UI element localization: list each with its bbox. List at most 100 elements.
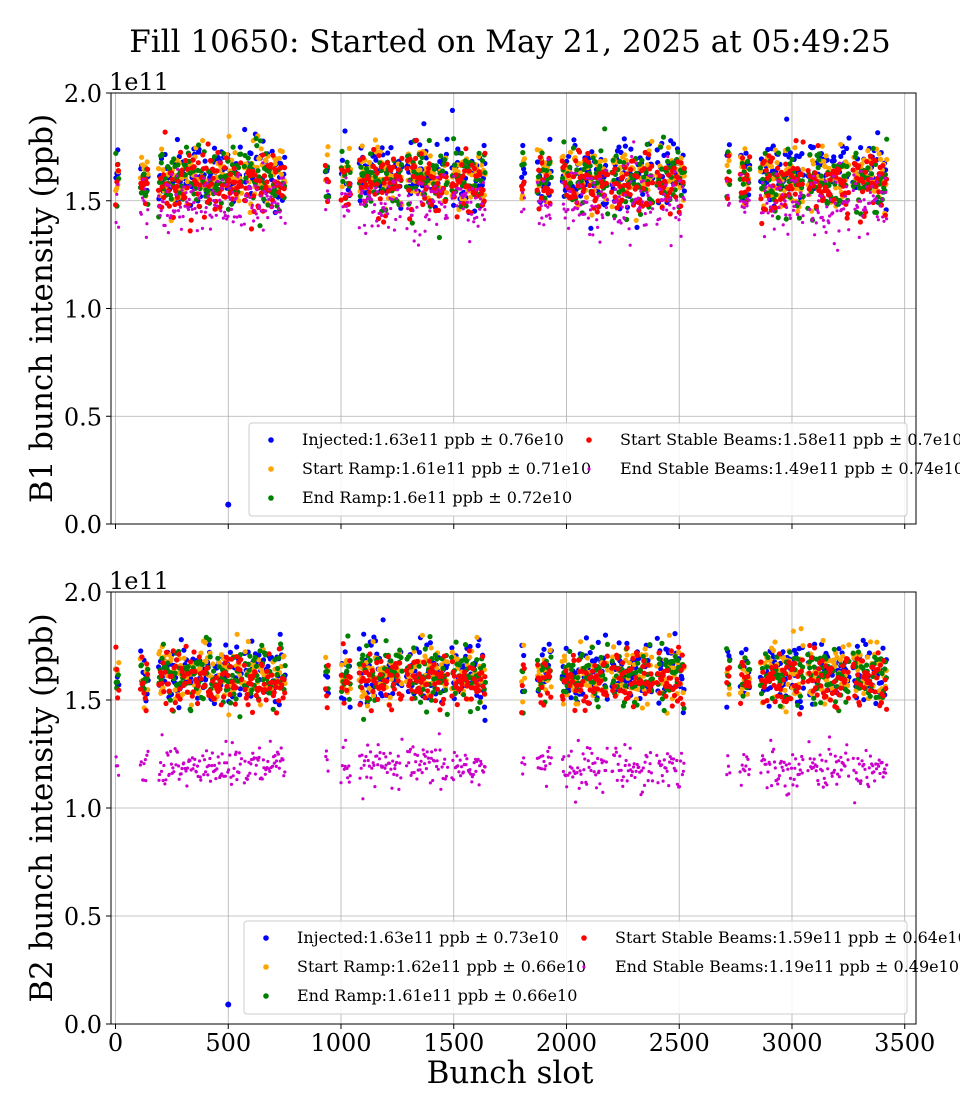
data-point bbox=[384, 170, 390, 177]
data-point bbox=[169, 176, 175, 182]
data-point bbox=[785, 681, 791, 687]
data-point bbox=[324, 693, 330, 699]
data-point bbox=[559, 158, 565, 164]
data-point bbox=[470, 212, 474, 216]
data-point bbox=[644, 162, 651, 168]
data-point bbox=[596, 194, 600, 198]
data-point bbox=[636, 196, 640, 200]
data-point bbox=[660, 134, 667, 140]
data-point bbox=[801, 220, 805, 225]
data-point bbox=[593, 656, 600, 662]
data-point bbox=[603, 193, 607, 197]
data-point bbox=[800, 166, 806, 172]
data-point bbox=[874, 197, 878, 201]
data-point bbox=[578, 184, 583, 188]
data-point bbox=[725, 179, 729, 183]
data-point bbox=[539, 150, 545, 156]
data-point bbox=[644, 223, 648, 227]
data-point bbox=[159, 146, 165, 152]
data-point bbox=[324, 208, 328, 212]
data-point bbox=[536, 206, 542, 212]
data-point bbox=[869, 177, 874, 181]
data-point bbox=[865, 177, 871, 183]
data-point bbox=[879, 190, 884, 194]
data-point bbox=[861, 697, 867, 703]
data-point bbox=[432, 200, 436, 204]
data-point bbox=[856, 163, 862, 169]
data-point bbox=[191, 188, 195, 192]
data-point bbox=[739, 173, 743, 177]
data-point bbox=[250, 203, 254, 207]
data-point bbox=[621, 164, 625, 168]
data-point bbox=[463, 658, 470, 664]
data-point bbox=[442, 157, 448, 163]
data-point bbox=[451, 136, 457, 142]
data-point bbox=[795, 212, 800, 217]
data-point bbox=[256, 697, 262, 703]
data-point bbox=[184, 166, 190, 172]
data-point bbox=[792, 145, 798, 151]
data-point bbox=[234, 644, 240, 650]
data-point bbox=[237, 172, 241, 176]
data-point bbox=[539, 204, 543, 208]
data-point bbox=[458, 150, 465, 156]
data-point bbox=[114, 679, 121, 685]
data-point bbox=[339, 157, 345, 163]
data-point bbox=[383, 202, 387, 206]
data-point bbox=[613, 180, 619, 187]
data-point bbox=[589, 176, 594, 181]
data-point bbox=[800, 139, 806, 145]
data-point bbox=[826, 165, 832, 172]
data-point bbox=[576, 181, 581, 185]
data-point bbox=[813, 181, 817, 185]
data-point bbox=[820, 215, 824, 219]
data-point bbox=[373, 166, 379, 172]
data-point bbox=[472, 182, 478, 189]
data-point bbox=[421, 175, 427, 181]
data-point bbox=[360, 155, 366, 161]
data-point bbox=[184, 185, 190, 191]
data-point bbox=[178, 215, 182, 219]
data-point bbox=[681, 185, 685, 189]
data-point bbox=[165, 681, 171, 687]
data-point bbox=[364, 703, 371, 709]
data-point bbox=[379, 201, 383, 205]
data-point bbox=[594, 209, 600, 215]
data-point bbox=[786, 232, 790, 236]
data-point bbox=[166, 688, 172, 694]
data-point bbox=[461, 201, 467, 207]
data-point bbox=[845, 211, 851, 217]
data-point bbox=[739, 155, 746, 161]
data-point bbox=[573, 695, 579, 702]
data-point bbox=[203, 165, 209, 171]
data-point bbox=[234, 196, 238, 200]
data-point bbox=[221, 694, 227, 700]
data-point bbox=[823, 153, 829, 159]
data-point bbox=[116, 182, 120, 187]
data-point bbox=[359, 191, 364, 196]
data-point bbox=[448, 654, 455, 660]
data-point bbox=[462, 168, 468, 174]
data-point bbox=[476, 224, 480, 228]
data-point bbox=[537, 221, 541, 226]
data-point bbox=[566, 226, 571, 230]
data-point bbox=[259, 209, 263, 213]
data-point bbox=[846, 199, 850, 203]
data-point bbox=[165, 213, 170, 218]
data-point bbox=[882, 666, 888, 672]
data-point bbox=[115, 672, 121, 678]
data-point bbox=[656, 656, 662, 662]
data-point bbox=[616, 201, 623, 208]
data-point bbox=[452, 194, 457, 198]
data-point bbox=[323, 686, 329, 692]
data-point bbox=[724, 704, 730, 710]
data-point bbox=[236, 198, 242, 204]
data-point bbox=[223, 213, 227, 218]
data-point bbox=[669, 186, 675, 192]
data-point bbox=[173, 663, 179, 669]
scatter-points bbox=[113, 107, 890, 508]
data-point bbox=[831, 163, 837, 169]
data-point bbox=[346, 145, 352, 151]
data-point bbox=[213, 192, 217, 196]
data-point bbox=[174, 136, 180, 143]
